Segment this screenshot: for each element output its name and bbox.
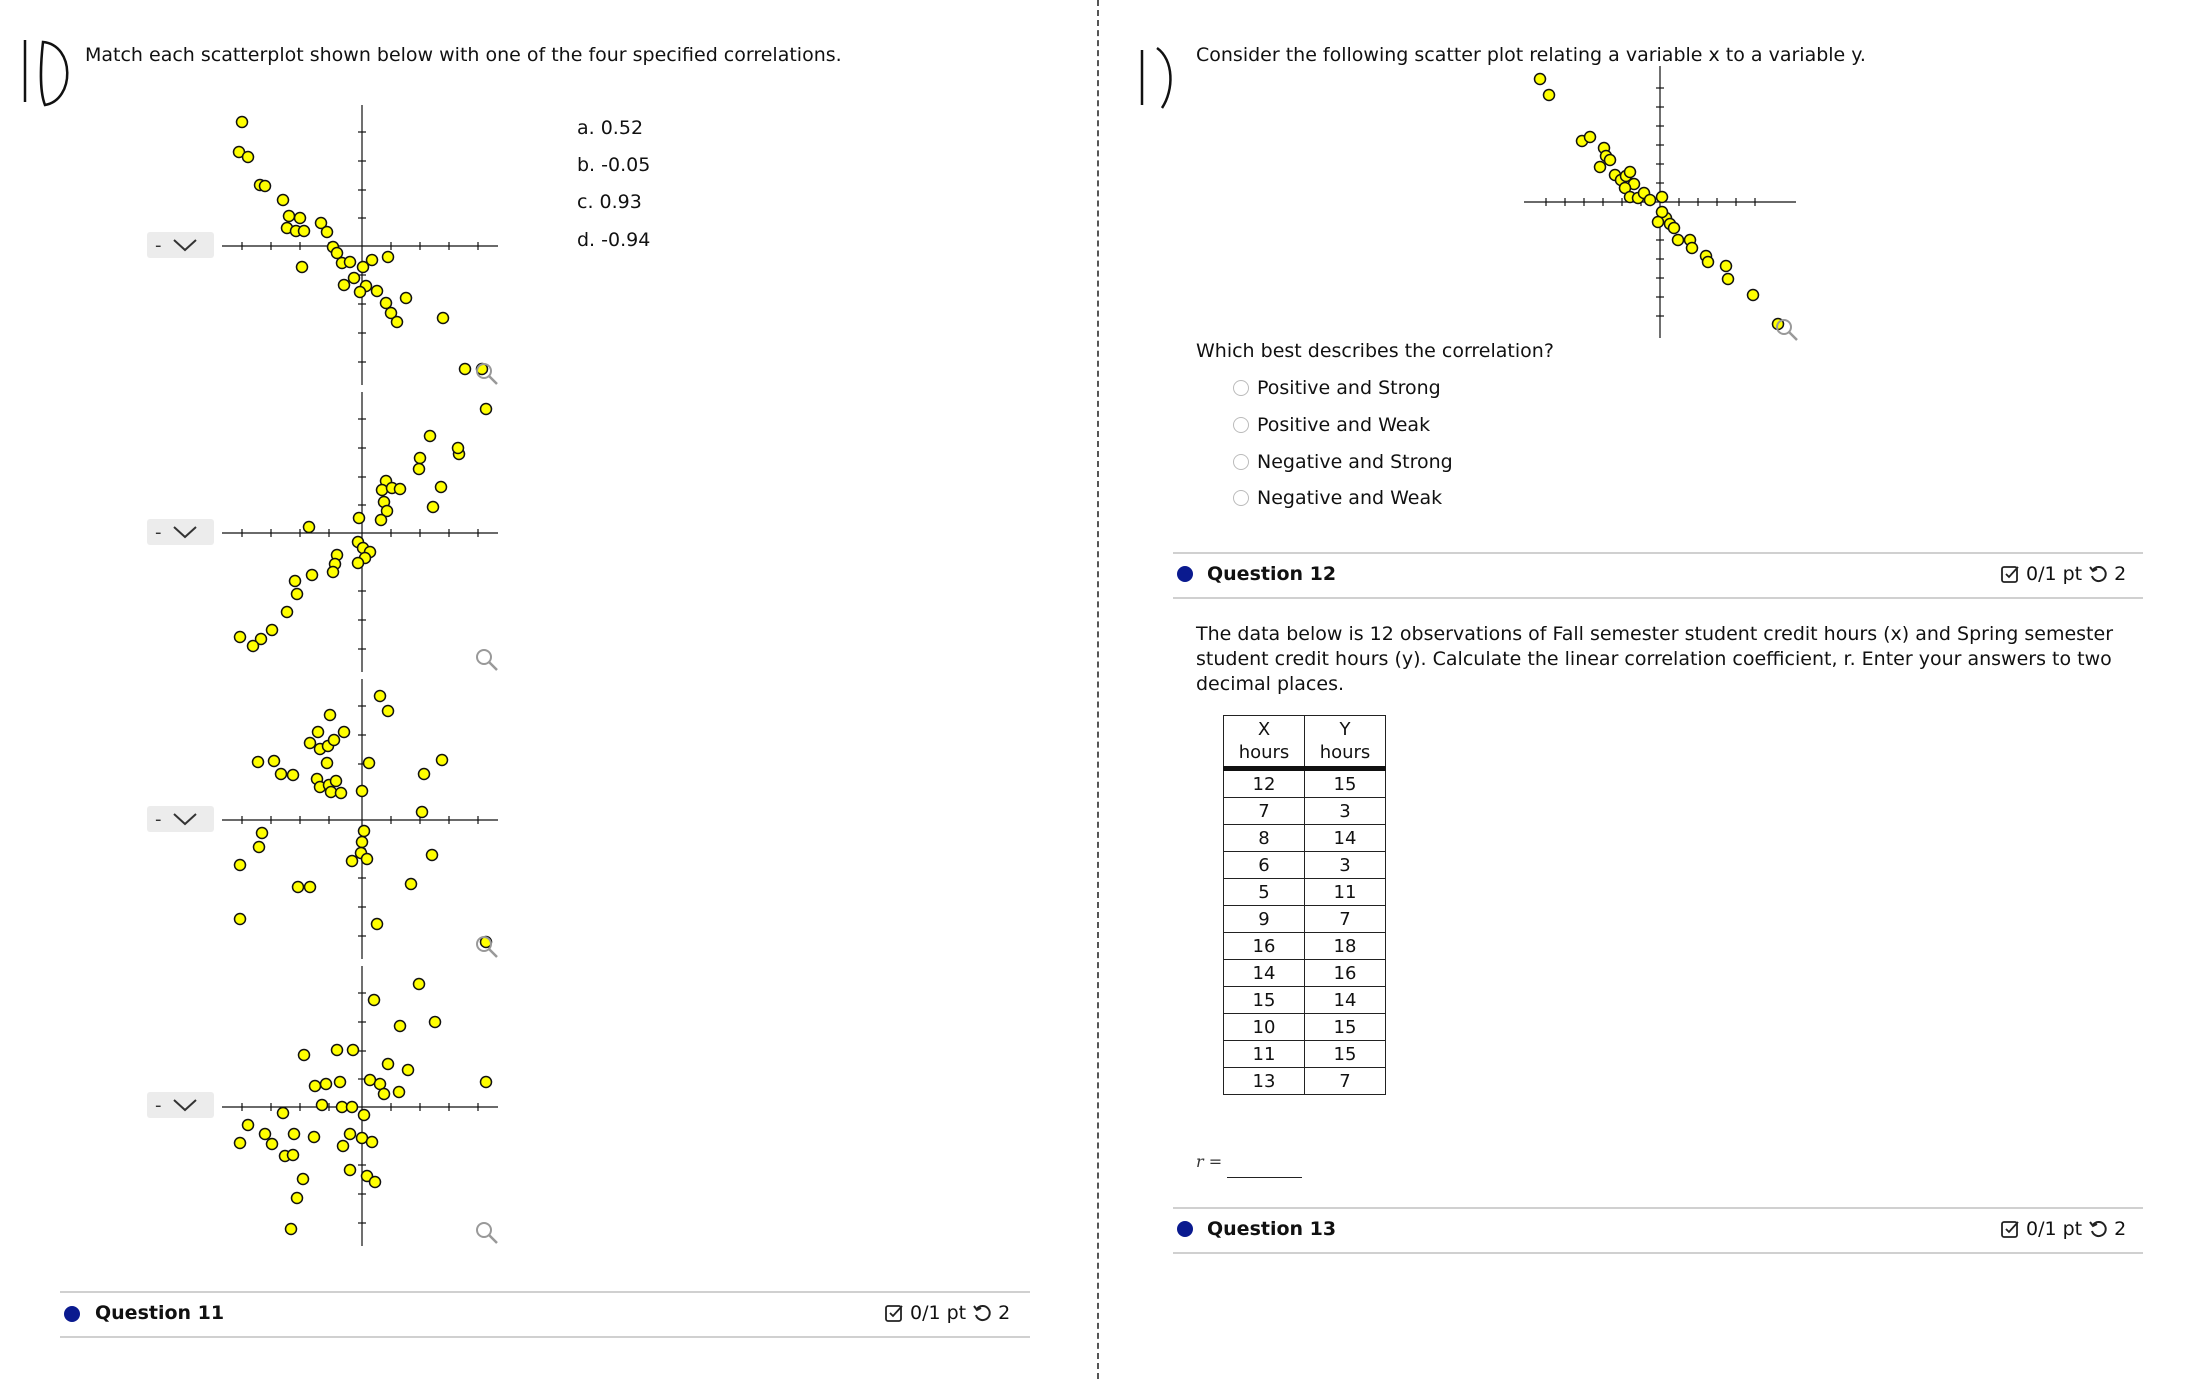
zoom-icon[interactable] — [474, 361, 500, 387]
choice-positive-strong[interactable]: Positive and Strong — [1233, 377, 1441, 399]
chevron-down-icon — [172, 526, 197, 539]
question-13-title[interactable]: Question 13 — [1207, 1218, 1337, 1240]
choice-negative-strong[interactable]: Negative and Strong — [1233, 451, 1453, 473]
table-row: 5 11 — [1223, 878, 1386, 906]
table-row: 8 14 — [1223, 824, 1386, 852]
radio-button[interactable] — [1233, 454, 1249, 470]
chevron-down-icon — [172, 1099, 197, 1112]
chevron-down-icon — [172, 813, 197, 826]
table-row: 15 14 — [1223, 986, 1386, 1014]
table-row: 13 7 — [1223, 1067, 1386, 1095]
checkbox-score-icon — [2001, 566, 2019, 583]
table-row: 10 15 — [1223, 1013, 1386, 1041]
question-12-score: 0/1 pt 2 — [2000, 563, 2126, 585]
scatterplot-3 — [222, 679, 498, 959]
question-12-title[interactable]: Question 12 — [1207, 563, 1337, 585]
scatterplot-4 — [222, 966, 498, 1246]
question-11-score: 0/1 pt 2 — [884, 1302, 1010, 1324]
table-row: 14 16 — [1223, 959, 1386, 987]
retry-icon[interactable] — [2088, 1219, 2108, 1239]
question-13-score: 0/1 pt 2 — [2000, 1218, 2126, 1240]
chevron-down-icon — [172, 239, 197, 252]
option-d: d. -0.94 — [577, 229, 651, 251]
zoom-icon[interactable] — [474, 1220, 500, 1246]
checkbox-score-icon — [2001, 1221, 2019, 1238]
match-select-1[interactable]: - — [147, 232, 214, 258]
retry-icon[interactable] — [972, 1303, 992, 1323]
option-b: b. -0.05 — [577, 154, 651, 176]
correlation-question: Which best describes the correlation? — [1196, 340, 1554, 362]
scatterplot-2 — [222, 392, 498, 672]
zoom-icon[interactable] — [474, 647, 500, 673]
handwritten-mark-left — [23, 40, 69, 107]
scatterplot-right — [1524, 66, 1796, 338]
zoom-icon[interactable] — [1774, 317, 1800, 343]
choice-positive-weak[interactable]: Positive and Weak — [1233, 414, 1430, 436]
match-select-2[interactable]: - — [147, 519, 214, 545]
column-divider — [1097, 0, 1099, 1379]
option-a: a. 0.52 — [577, 117, 644, 139]
handwritten-mark-right — [1140, 46, 1172, 109]
match-instruction: Match each scatterplot shown below with … — [85, 44, 842, 66]
question-11-title[interactable]: Question 11 — [95, 1302, 225, 1324]
question-bullet — [1177, 1221, 1193, 1237]
radio-button[interactable] — [1233, 490, 1249, 506]
question-bullet — [64, 1306, 80, 1322]
checkbox-score-icon — [885, 1305, 903, 1322]
radio-button[interactable] — [1233, 380, 1249, 396]
choice-negative-weak[interactable]: Negative and Weak — [1233, 487, 1442, 509]
match-select-4[interactable]: - — [147, 1092, 214, 1118]
match-select-3[interactable]: - — [147, 806, 214, 832]
answer-input[interactable] — [1227, 1177, 1302, 1178]
zoom-icon[interactable] — [474, 934, 500, 960]
table-row: 16 18 — [1223, 932, 1386, 960]
question-bullet — [1177, 566, 1193, 582]
option-c: c. 0.93 — [577, 191, 642, 213]
retry-icon[interactable] — [2088, 564, 2108, 584]
question-12-text: The data below is 12 observations of Fal… — [1196, 623, 2114, 695]
table-row: 11 15 — [1223, 1040, 1386, 1068]
answer-label: r = — [1196, 1152, 1223, 1171]
scatter-prompt: Consider the following scatter plot rela… — [1196, 44, 1866, 66]
scatterplot-1 — [222, 105, 498, 385]
radio-button[interactable] — [1233, 417, 1249, 433]
table-row: 12 15 — [1223, 768, 1386, 798]
